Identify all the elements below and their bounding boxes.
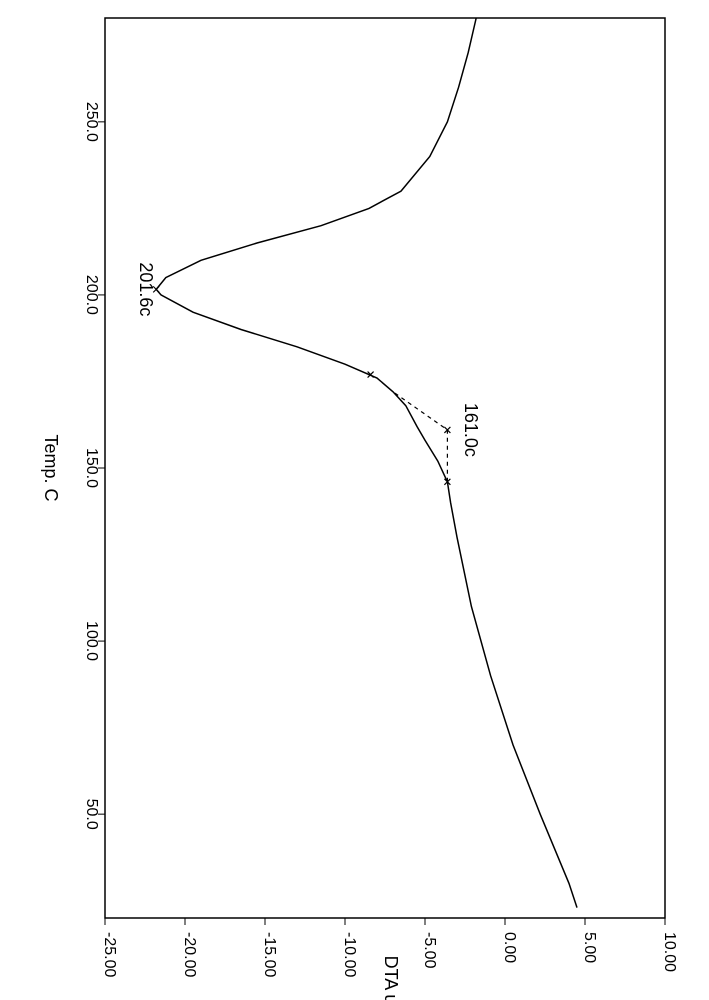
baseline-dashed <box>393 392 447 482</box>
dta-axis-label: DTA uV <box>381 956 401 1000</box>
temp-tick-label: 150.0 <box>83 448 100 488</box>
temp-tick-label: 50.0 <box>83 799 100 830</box>
temp-tick-label: 250.0 <box>83 102 100 142</box>
main-curve <box>156 18 577 908</box>
dta-chart: 50.0 100.0 150.0 200.0 250.0 Temp. C -25.00 -20… <box>0 0 709 1000</box>
dta-tick-label: 0.00 <box>501 932 518 963</box>
peak-annotation: 201.6c <box>136 262 156 316</box>
dta-tick-label: -5.00 <box>421 932 438 969</box>
dta-tick-label: -20.00 <box>181 932 198 977</box>
dta-tick-label: -15.00 <box>261 932 278 977</box>
dta-tick-label: -25.00 <box>101 932 118 977</box>
peak-annotation: 161.0c <box>461 403 481 457</box>
dta-tick-label: 5.00 <box>581 932 598 963</box>
chart-container: 50.0 100.0 150.0 200.0 250.0 Temp. C -25.00 -20… <box>0 0 709 1000</box>
plot-border <box>105 18 665 918</box>
temp-axis-label: Temp. C <box>41 434 61 501</box>
temp-tick-label: 200.0 <box>83 275 100 315</box>
temp-tick-label: 100.0 <box>83 621 100 661</box>
dta-tick-label: 10.00 <box>661 932 678 972</box>
dta-tick-label: -10.00 <box>341 932 358 977</box>
